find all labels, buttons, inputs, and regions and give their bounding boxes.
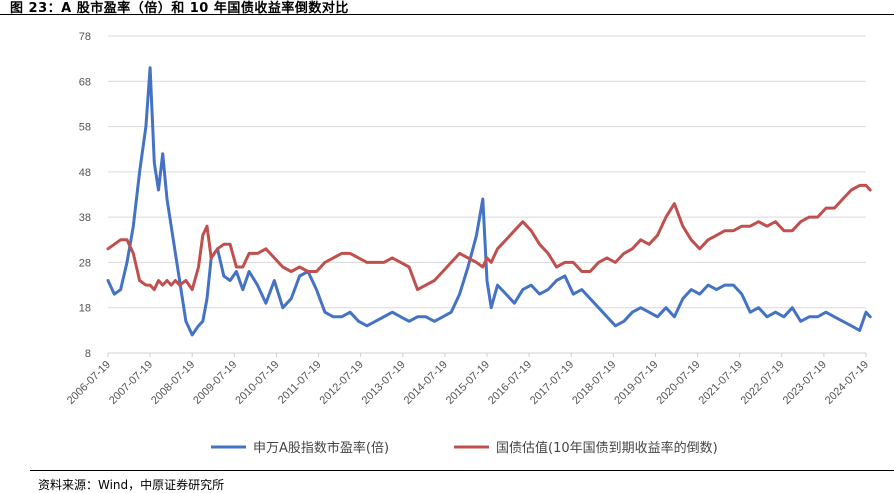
x-tick-label: 2006-07-19 [65, 359, 113, 407]
y-tick-label: 8 [85, 348, 91, 360]
x-tick-label: 2018-07-19 [570, 359, 618, 407]
x-tick-label: 2014-07-19 [402, 359, 450, 407]
x-tick-label: 2019-07-19 [612, 359, 660, 407]
legend: 申万A股指数市盈率(倍) 国债估值(10年国债到期收益率的倒数) [211, 440, 718, 456]
x-tick-label: 2011-07-19 [276, 359, 324, 407]
series-line-pe [106, 66, 872, 337]
x-tick-label: 2008-07-19 [149, 359, 197, 407]
series-line-bond [106, 183, 872, 292]
x-tick-label: 2023-07-19 [781, 359, 829, 407]
x-tick-label: 2015-07-19 [444, 359, 492, 407]
y-tick-label: 18 [79, 303, 91, 315]
y-tick-label: 78 [79, 31, 91, 43]
y-tick-label: 58 [79, 122, 91, 134]
x-tick-label: 2024-07-19 [823, 359, 871, 407]
x-tick-label: 2013-07-19 [360, 359, 408, 407]
source-note: 资料来源：Wind，中原证券研究所 [38, 478, 225, 492]
y-axis-ticks: 8 18 28 38 48 58 68 78 [79, 31, 91, 360]
legend-label: 国债估值(10年国债到期收益率的倒数) [496, 440, 718, 456]
x-axis-ticks: 2006-07-192007-07-192008-07-192009-07-19… [65, 353, 871, 407]
legend-label: 申万A股指数市盈率(倍) [253, 440, 389, 456]
x-tick-label: 2021-07-19 [697, 359, 745, 407]
y-tick-label: 48 [79, 167, 91, 179]
series-lines [106, 66, 872, 337]
x-tick-label: 2007-07-19 [107, 359, 155, 407]
figure-title: 图 23：A 股市盈率（倍）和 10 年国债收益率倒数对比 [10, 1, 349, 16]
title-divider [0, 14, 894, 15]
source-divider [30, 470, 894, 471]
x-tick-label: 2020-07-19 [654, 359, 702, 407]
line-chart: 8 18 28 38 48 58 68 78 2006-07-192007-07-192008… [65, 31, 872, 456]
x-tick-label: 2016-07-19 [486, 359, 534, 407]
y-tick-label: 28 [79, 257, 91, 269]
x-tick-label: 2009-07-19 [191, 359, 239, 407]
x-tick-label: 2017-07-19 [528, 359, 576, 407]
x-tick-label: 2022-07-19 [739, 359, 787, 407]
x-tick-label: 2012-07-19 [318, 359, 366, 407]
y-tick-label: 68 [79, 76, 91, 88]
y-tick-label: 38 [79, 212, 91, 224]
x-tick-label: 2010-07-19 [233, 359, 281, 407]
